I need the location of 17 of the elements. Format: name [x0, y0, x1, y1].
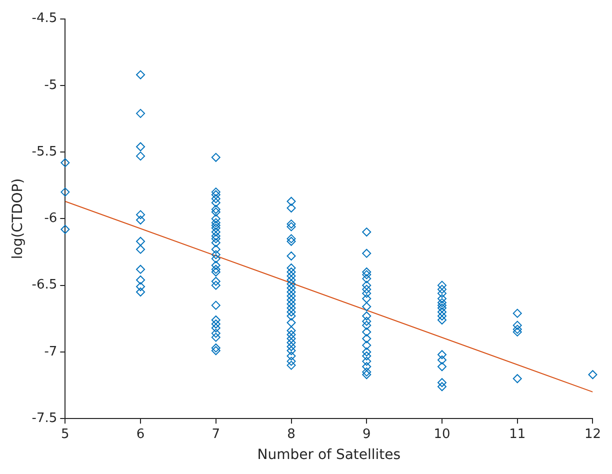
x-tick-label: 10 — [434, 426, 450, 442]
y-tick-label: -4.5 — [32, 11, 58, 26]
y-axis-title: log(CTDOP) — [10, 178, 26, 260]
y-tick-label: -5.5 — [32, 144, 58, 160]
x-axis-title: Number of Satellites — [257, 447, 401, 464]
x-tick-label: 5 — [61, 426, 70, 442]
y-tick-label: -6.5 — [32, 278, 58, 293]
x-tick-label: 9 — [362, 426, 371, 442]
x-tick-label: 11 — [509, 426, 526, 442]
x-tick-label: 8 — [287, 426, 296, 442]
y-tick-label: -7 — [44, 344, 58, 360]
y-tick-label: -7.5 — [32, 410, 58, 426]
x-tick-label: 6 — [136, 426, 145, 442]
y-tick-label: -6 — [44, 211, 58, 226]
y-tick-label: -5 — [44, 78, 58, 93]
x-tick-label: 7 — [212, 426, 220, 442]
x-tick-label: 12 — [584, 426, 601, 442]
